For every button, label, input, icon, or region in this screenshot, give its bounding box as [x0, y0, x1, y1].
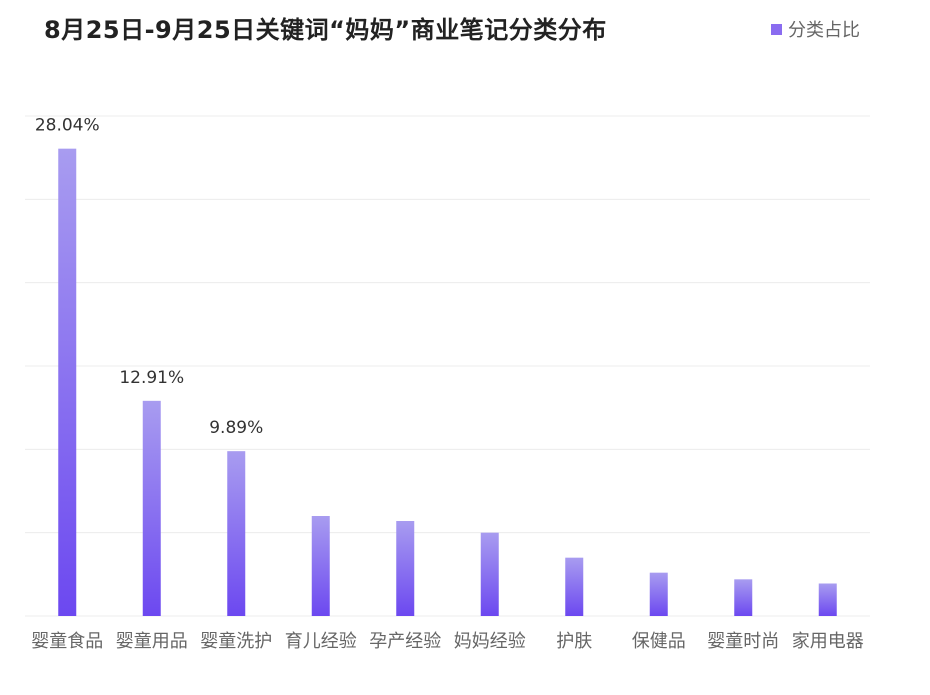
bar-1[interactable] — [142, 400, 161, 616]
bar-0[interactable] — [58, 148, 77, 616]
x-tick-label: 婴童用品 — [116, 631, 188, 652]
x-tick-label: 育儿经验 — [285, 631, 357, 652]
x-tick-label: 孕产经验 — [369, 631, 441, 652]
data-labels: 28.04% 12.91% 9.89% — [35, 116, 263, 438]
legend[interactable]: 分类占比 — [771, 16, 860, 42]
x-tick-label: 护肤 — [556, 631, 592, 652]
x-tick-label: 妈妈经验 — [454, 631, 526, 652]
bar-4[interactable] — [396, 521, 415, 616]
bar-6[interactable] — [565, 557, 584, 616]
legend-swatch — [771, 23, 782, 35]
bars — [58, 148, 837, 617]
x-tick-label: 婴童洗护 — [200, 631, 272, 652]
bar-3[interactable] — [311, 516, 330, 616]
bar-7[interactable] — [649, 572, 668, 616]
x-tick-label: 婴童食品 — [31, 631, 103, 652]
bar-5[interactable] — [480, 532, 499, 616]
chart-title: 8月25日-9月25日关键词“妈妈”商业笔记分类分布 — [44, 16, 607, 44]
data-label: 12.91% — [119, 368, 184, 388]
x-tick-label: 保健品 — [632, 631, 686, 652]
x-tick-label: 婴童时尚 — [707, 631, 779, 652]
bar-8[interactable] — [734, 579, 753, 616]
x-axis-ticks: 婴童食品 婴童用品 婴童洗护 育儿经验 孕产经验 妈妈经验 护肤 保健品 婴童时尚 家用电器 — [31, 631, 864, 652]
data-label: 28.04% — [35, 116, 100, 136]
legend-label: 分类占比 — [788, 20, 860, 41]
bar-2[interactable] — [227, 451, 246, 616]
grid-lines — [25, 115, 870, 617]
data-label: 9.89% — [209, 418, 263, 438]
x-tick-label: 家用电器 — [792, 631, 864, 652]
bar-9[interactable] — [818, 583, 837, 617]
